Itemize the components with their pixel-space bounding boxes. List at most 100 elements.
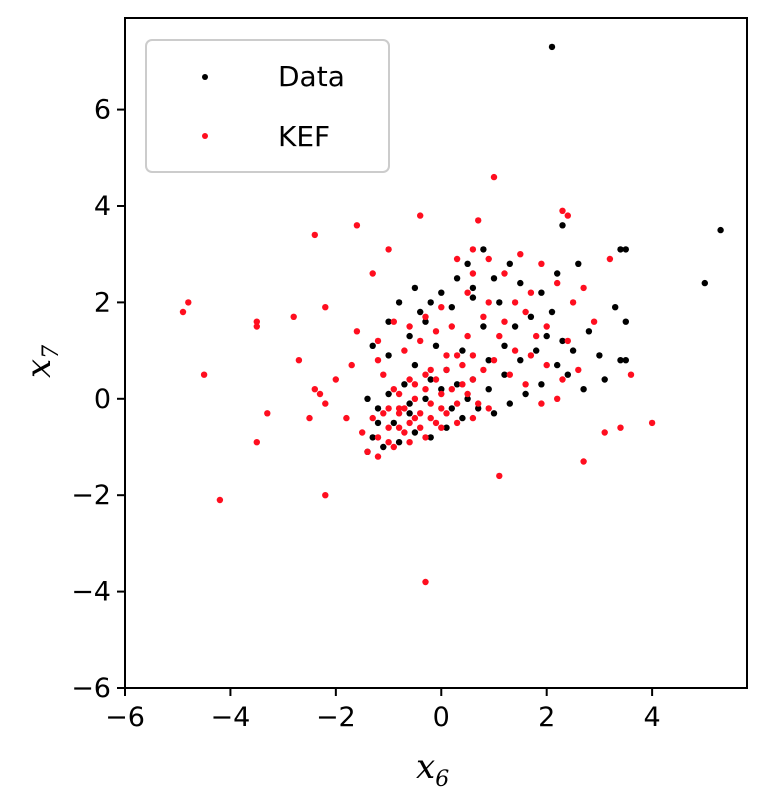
legend-marker-data	[202, 74, 208, 80]
kef-point	[538, 400, 545, 407]
y-tick-label: −6	[71, 673, 111, 704]
kef-point	[406, 439, 413, 446]
kef-point	[395, 390, 403, 398]
kef-point	[575, 366, 582, 374]
data-point	[464, 395, 471, 402]
kef-point	[464, 332, 471, 340]
kef-point	[559, 376, 566, 383]
data-point	[548, 308, 556, 316]
kef-point	[390, 443, 397, 451]
data-point	[475, 405, 482, 412]
kef-point	[264, 410, 271, 417]
data-point	[569, 347, 577, 354]
data-point	[369, 434, 376, 441]
data-point	[538, 289, 545, 296]
kef-point	[443, 366, 450, 374]
kef-point	[385, 246, 392, 253]
kef-point	[453, 255, 461, 263]
kef-point	[422, 578, 429, 586]
kef-point	[374, 357, 382, 364]
kef-point	[311, 231, 318, 239]
kef-point	[475, 217, 482, 224]
x-axis-label-main: x	[416, 747, 435, 787]
kef-point	[322, 492, 329, 499]
kef-point	[501, 270, 508, 277]
data-point	[443, 424, 450, 431]
legend-label-kef: KEF	[278, 120, 330, 153]
kef-point	[311, 386, 318, 393]
kef-point	[485, 405, 492, 412]
kef-point	[580, 458, 587, 465]
kef-point	[427, 400, 434, 407]
kef-point	[453, 419, 461, 427]
kef-point	[290, 313, 297, 320]
kef-point	[343, 414, 350, 422]
data-point	[459, 414, 466, 422]
y-axis-label-main: x	[19, 359, 59, 378]
x-tick-label: −2	[316, 702, 356, 733]
kef-point	[490, 173, 498, 181]
data-point	[438, 386, 445, 393]
kef-point	[395, 405, 403, 412]
data-point	[580, 386, 587, 393]
kef-point	[475, 400, 482, 407]
kef-point	[522, 308, 529, 316]
kef-point	[253, 439, 260, 446]
data-point	[427, 299, 434, 306]
data-point	[422, 318, 429, 325]
data-point	[374, 419, 382, 427]
kef-point	[364, 448, 371, 455]
kef-point	[406, 323, 413, 330]
kef-point	[511, 299, 519, 306]
kef-point	[527, 352, 535, 359]
data-point	[422, 395, 429, 402]
kef-point	[411, 381, 419, 388]
data-point	[411, 429, 419, 436]
data-point	[453, 275, 461, 282]
data-point	[601, 376, 608, 383]
kef-point	[395, 410, 403, 417]
plot-frame	[124, 17, 748, 689]
kef-point	[459, 381, 466, 388]
data-point	[554, 270, 561, 277]
kef-point	[511, 347, 519, 354]
kef-point	[448, 386, 455, 393]
data-point	[501, 371, 508, 378]
kef-point	[253, 318, 260, 325]
kef-point	[464, 390, 471, 398]
kef-point	[580, 284, 587, 292]
kef-point	[522, 381, 529, 388]
kef-point	[438, 304, 445, 311]
data-point	[374, 405, 382, 412]
kef-point	[316, 390, 324, 398]
kef-point	[417, 424, 424, 431]
kef-point	[385, 405, 392, 412]
x-tick-label: 4	[644, 702, 661, 733]
kef-point	[564, 212, 571, 219]
kef-point	[216, 496, 224, 504]
data-point	[522, 390, 529, 398]
y-tick-label: 0	[94, 384, 111, 415]
legend-marker-kef	[202, 133, 208, 139]
points-layer	[179, 43, 724, 586]
kef-point	[385, 424, 392, 431]
kef-point	[469, 376, 477, 383]
kef-point	[422, 386, 429, 393]
data-point	[406, 410, 413, 417]
data-point	[496, 299, 503, 306]
data-point	[490, 410, 498, 417]
x-tick-label: −4	[211, 702, 251, 733]
data-point	[390, 419, 397, 427]
kef-point	[469, 352, 477, 359]
kef-point	[469, 270, 477, 277]
data-point	[543, 332, 550, 340]
kef-point	[432, 328, 440, 335]
data-point	[395, 299, 403, 306]
kef-point	[448, 323, 455, 330]
kef-point	[617, 424, 624, 431]
data-point	[480, 246, 487, 253]
kef-point	[374, 453, 382, 460]
data-point	[617, 246, 624, 253]
kef-point	[464, 289, 471, 296]
data-point	[406, 400, 413, 407]
